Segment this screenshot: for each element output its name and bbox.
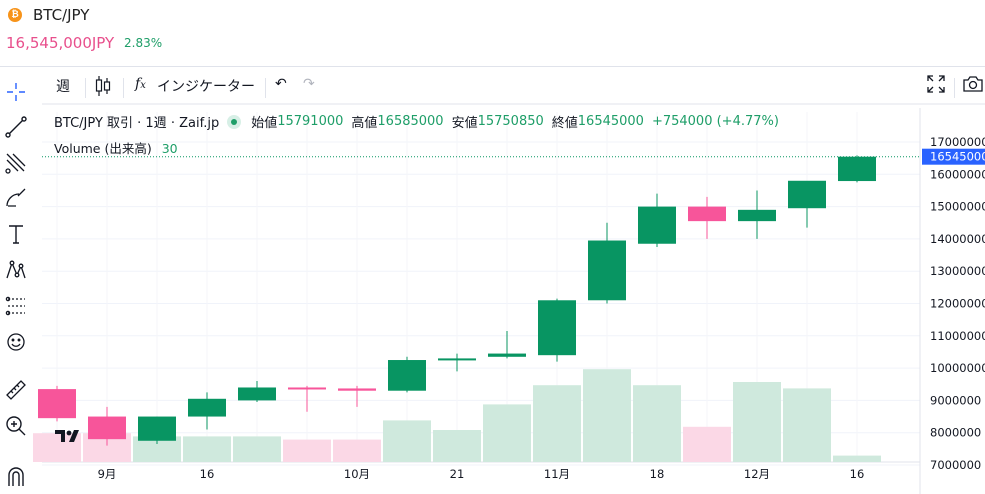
time-tick-label: 18 [650, 467, 665, 481]
pair-title: BTC/JPY [33, 6, 90, 24]
text-icon[interactable] [4, 222, 28, 246]
volume-legend: Volume (出来高) 30 [54, 138, 178, 157]
candle-body [838, 156, 876, 182]
candle-body [738, 209, 776, 222]
pattern-icon[interactable] [4, 258, 28, 282]
volume-bar [633, 385, 681, 462]
high-label: 高値 [351, 116, 378, 131]
price-tick-label: 17000000 [930, 135, 985, 149]
market-status-icon [227, 114, 242, 129]
volume-bar [283, 439, 331, 462]
price-tick-label: 14000000 [930, 232, 985, 246]
emoji-icon[interactable] [4, 330, 28, 354]
close-label: 終値 [551, 116, 578, 131]
close-value: 16545000 [577, 114, 644, 129]
last-price-tag-label: 16545000 [930, 150, 985, 164]
candle-body [438, 358, 476, 361]
volume-bar [383, 420, 431, 462]
volume-bar [233, 436, 281, 462]
price-tick-label: 13000000 [930, 264, 985, 278]
price-tick-label: 9000000 [930, 393, 981, 407]
low-label: 安値 [451, 116, 478, 131]
redo-icon[interactable]: ↷ [303, 76, 315, 92]
candle-body [488, 353, 526, 357]
tradingview-logo[interactable] [55, 428, 83, 444]
toolbar-divider [85, 78, 86, 98]
price-tick-label: 11000000 [930, 329, 985, 343]
trendline-icon[interactable] [4, 115, 28, 139]
price-change: 2.83% [124, 36, 163, 50]
toolbar-divider [123, 78, 124, 98]
drawing-toolbar [0, 72, 32, 494]
zoom-in-icon[interactable] [4, 414, 28, 438]
candle-body [538, 300, 576, 356]
brush-icon[interactable] [4, 185, 28, 209]
volume-bar [333, 439, 381, 462]
pitchfork-icon[interactable] [4, 150, 28, 174]
symbol-header: ₿ BTC/JPY 16,545,000JPY 2.83% [0, 0, 985, 67]
ohlc-legend: BTC/JPY 取引 · 1週 · Zaif.jp 始値15791000 高値165… [54, 112, 787, 131]
volume-bar [833, 455, 881, 462]
last-price-tag [922, 148, 985, 165]
candle-body [338, 388, 376, 391]
volume-bar [683, 426, 731, 462]
toolbar-divider [265, 78, 266, 98]
magnet-icon[interactable] [4, 464, 28, 488]
candle-body [38, 389, 76, 419]
fib-icon[interactable] [4, 294, 28, 318]
open-label: 始値 [251, 116, 278, 131]
volume-label: Volume (出来高) [54, 141, 152, 156]
time-tick-label: 16 [850, 467, 865, 481]
candle-body [138, 416, 176, 441]
candle-body [788, 180, 826, 209]
candle-body [388, 360, 426, 391]
indicators-button[interactable]: インジケーター [157, 79, 255, 95]
symbol-info: BTC/JPY 取引 · 1週 · Zaif.jp [54, 116, 220, 131]
candle-body [688, 206, 726, 222]
fullscreen-icon[interactable] [927, 75, 945, 97]
candles-icon[interactable] [95, 75, 111, 101]
low-value: 15750850 [477, 114, 544, 129]
price-tick-label: 16000000 [930, 167, 985, 181]
ruler-icon[interactable] [4, 378, 28, 402]
price-tick-label: 8000000 [930, 426, 981, 440]
candle-body [88, 416, 126, 440]
volume-bar [783, 388, 831, 462]
time-tick-label: 11月 [544, 467, 570, 481]
candle-body [638, 206, 676, 244]
open-value: 15791000 [277, 114, 344, 129]
bitcoin-icon: ₿ [8, 8, 22, 22]
fx-icon[interactable]: fx [135, 76, 146, 92]
time-tick-label: 16 [200, 467, 215, 481]
time-tick-label: 9月 [98, 467, 117, 481]
last-price: 16,545,000JPY [6, 34, 115, 52]
volume-bar [183, 436, 231, 462]
time-tick-label: 12月 [744, 467, 770, 481]
toolbar-divider [954, 78, 955, 98]
change-value: +754000 (+4.77%) [651, 114, 779, 129]
undo-icon[interactable]: ↶ [275, 76, 287, 92]
price-tick-label: 10000000 [930, 361, 985, 375]
volume-bar [483, 404, 531, 462]
volume-value: 30 [161, 141, 178, 156]
time-tick-label: 21 [450, 467, 465, 481]
time-tick-label: 10月 [344, 467, 370, 481]
candle-body [188, 398, 226, 417]
camera-icon[interactable] [963, 75, 983, 97]
price-tick-label: 15000000 [930, 200, 985, 214]
candle-body [238, 387, 276, 401]
chart-toolbar: 週 fx インジケーター ↶ ↷ [45, 72, 985, 102]
candle-body [288, 387, 326, 390]
volume-bar [533, 385, 581, 462]
high-value: 16585000 [377, 114, 444, 129]
price-tick-label: 7000000 [930, 458, 981, 472]
candle-body [588, 240, 626, 301]
crosshair-icon[interactable] [4, 80, 28, 104]
price-tick-label: 12000000 [930, 297, 985, 311]
volume-bar [583, 369, 631, 462]
volume-bar [733, 382, 781, 462]
volume-bar [433, 430, 481, 462]
interval-button[interactable]: 週 [56, 79, 70, 95]
